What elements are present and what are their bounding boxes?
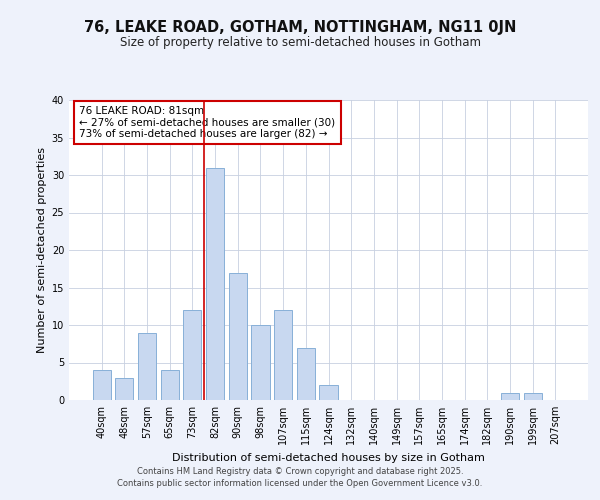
- Y-axis label: Number of semi-detached properties: Number of semi-detached properties: [37, 147, 47, 353]
- Bar: [138, 332, 156, 400]
- Bar: [274, 310, 292, 400]
- Bar: [524, 392, 542, 400]
- Bar: [251, 325, 269, 400]
- Text: Contains HM Land Registry data © Crown copyright and database right 2025.: Contains HM Land Registry data © Crown c…: [137, 466, 463, 475]
- Text: 76 LEAKE ROAD: 81sqm
← 27% of semi-detached houses are smaller (30)
73% of semi-: 76 LEAKE ROAD: 81sqm ← 27% of semi-detac…: [79, 106, 335, 139]
- Text: Contains public sector information licensed under the Open Government Licence v3: Contains public sector information licen…: [118, 478, 482, 488]
- Bar: [319, 385, 338, 400]
- Text: Size of property relative to semi-detached houses in Gotham: Size of property relative to semi-detach…: [119, 36, 481, 49]
- Text: 76, LEAKE ROAD, GOTHAM, NOTTINGHAM, NG11 0JN: 76, LEAKE ROAD, GOTHAM, NOTTINGHAM, NG11…: [84, 20, 516, 35]
- Bar: [501, 392, 519, 400]
- Bar: [297, 348, 315, 400]
- Bar: [92, 370, 111, 400]
- Bar: [229, 272, 247, 400]
- Bar: [184, 310, 202, 400]
- Bar: [161, 370, 179, 400]
- Bar: [206, 168, 224, 400]
- Bar: [115, 378, 133, 400]
- X-axis label: Distribution of semi-detached houses by size in Gotham: Distribution of semi-detached houses by …: [172, 452, 485, 462]
